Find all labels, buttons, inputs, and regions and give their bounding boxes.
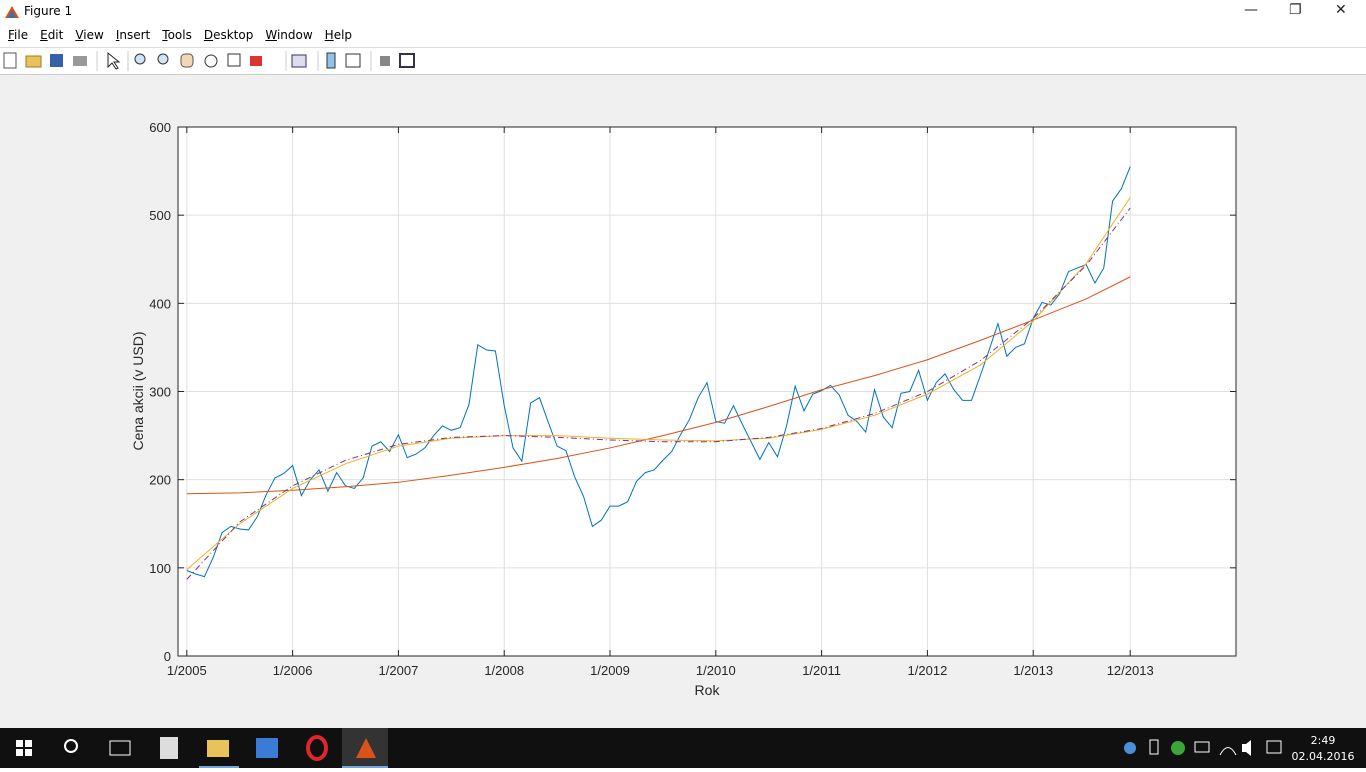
save-icon[interactable] [50, 54, 63, 67]
datatip-icon[interactable] [227, 53, 241, 67]
y-tick-label: 600 [149, 120, 171, 135]
search-button[interactable] [64, 739, 78, 753]
y-tick-label: 200 [149, 473, 171, 488]
x-tick-label: 1/2009 [590, 663, 630, 678]
print-icon[interactable] [73, 56, 87, 66]
brush-icon[interactable] [250, 56, 262, 66]
clock-date: 02.04.2016 [1292, 750, 1355, 763]
x-tick-label: 1/2013 [1013, 663, 1053, 678]
maximize-button[interactable]: ❐ [1289, 2, 1302, 18]
pan-icon[interactable] [180, 53, 194, 68]
notifications-icon[interactable] [1266, 740, 1282, 754]
calculator-app[interactable] [160, 737, 178, 759]
axes-box [177, 126, 1237, 657]
colorbar-icon[interactable] [326, 52, 336, 69]
y-tick-label: 0 [164, 649, 171, 664]
y-tick-label: 400 [149, 296, 171, 311]
taskbar-icons: 2:49 02.04.2016 [16, 728, 1355, 768]
series-line [186, 166, 1131, 578]
volume-icon[interactable] [1242, 740, 1251, 756]
chart: Rok Cena akcii (v USD) 0 100 200 300 400 500 6… [130, 120, 1237, 698]
explorer-app[interactable] [207, 740, 229, 757]
menu-item[interactable]: Edit [40, 28, 64, 42]
clock-time: 2:49 [1311, 734, 1336, 747]
network-app[interactable] [256, 738, 278, 758]
open-icon[interactable] [25, 55, 42, 68]
task-view-button[interactable] [109, 740, 131, 756]
toolbar [0, 48, 1366, 75]
rotate-icon[interactable] [204, 54, 218, 68]
menu-item[interactable]: Tools [162, 28, 192, 42]
y-tick-label: 100 [149, 561, 171, 576]
x-tick-label: 1/2005 [167, 663, 207, 678]
matlab-app[interactable] [356, 738, 376, 758]
dock-icon[interactable] [399, 53, 415, 68]
zoom-out-icon[interactable] [157, 53, 169, 65]
x-tick-label: 1/2012 [908, 663, 948, 678]
series-line [186, 207, 1131, 580]
menu-item[interactable]: Desktop [203, 28, 254, 42]
close-button[interactable]: ✕ [1335, 2, 1347, 18]
x-tick-label: 1/2007 [379, 663, 419, 678]
menu-item[interactable]: Help [324, 28, 353, 42]
x-tick-label: 12/2013 [1107, 663, 1154, 678]
taskbar: 2:49 02.04.2016 [0, 728, 1366, 768]
x-tick-label: 1/2008 [484, 663, 524, 678]
minimize-button[interactable]: — [1244, 2, 1258, 18]
y-axis-label: Cena akcii (v USD) [130, 331, 146, 450]
menu-item[interactable]: File [8, 28, 29, 42]
tray-icon[interactable] [1149, 739, 1159, 755]
x-axis-label: Rok [695, 682, 721, 698]
y-tick-label: 500 [149, 208, 171, 223]
legend-icon[interactable] [345, 53, 361, 68]
link-icon[interactable] [291, 54, 307, 68]
menu-bar: File Edit View Insert Tools Desktop Window Help [0, 24, 1366, 48]
zoom-in-icon[interactable] [134, 53, 146, 65]
x-tick-label: 1/2006 [273, 663, 313, 678]
window-title: Figure 1 [24, 4, 73, 18]
x-tick-label: 1/2011 [802, 663, 841, 678]
new-icon[interactable] [3, 52, 17, 69]
series-line [186, 276, 1131, 495]
series-line [186, 197, 1131, 570]
hide-tools-icon[interactable] [380, 56, 390, 66]
menu-item[interactable]: Window [265, 28, 313, 42]
opera-app[interactable] [306, 735, 328, 761]
menu-item[interactable]: Insert [115, 28, 151, 42]
x-tick-label: 1/2010 [696, 663, 736, 678]
app-icon [5, 6, 19, 18]
menu-item[interactable]: View [75, 28, 104, 42]
tray-icon[interactable] [1124, 742, 1136, 754]
tray-icon[interactable] [1194, 741, 1210, 753]
start-button[interactable] [16, 740, 32, 756]
y-tick-label: 300 [149, 385, 171, 400]
utorrent-icon[interactable] [1171, 741, 1185, 755]
toolbar-icons [3, 51, 415, 71]
pointer-icon[interactable] [107, 51, 121, 70]
title-bar: Figure 1 — ❐ ✕ [0, 0, 1366, 24]
wifi-icon[interactable] [1219, 747, 1237, 756]
figure-area: Rok Cena akcii (v USD) 0 100 200 300 400 500 6… [0, 75, 1366, 728]
